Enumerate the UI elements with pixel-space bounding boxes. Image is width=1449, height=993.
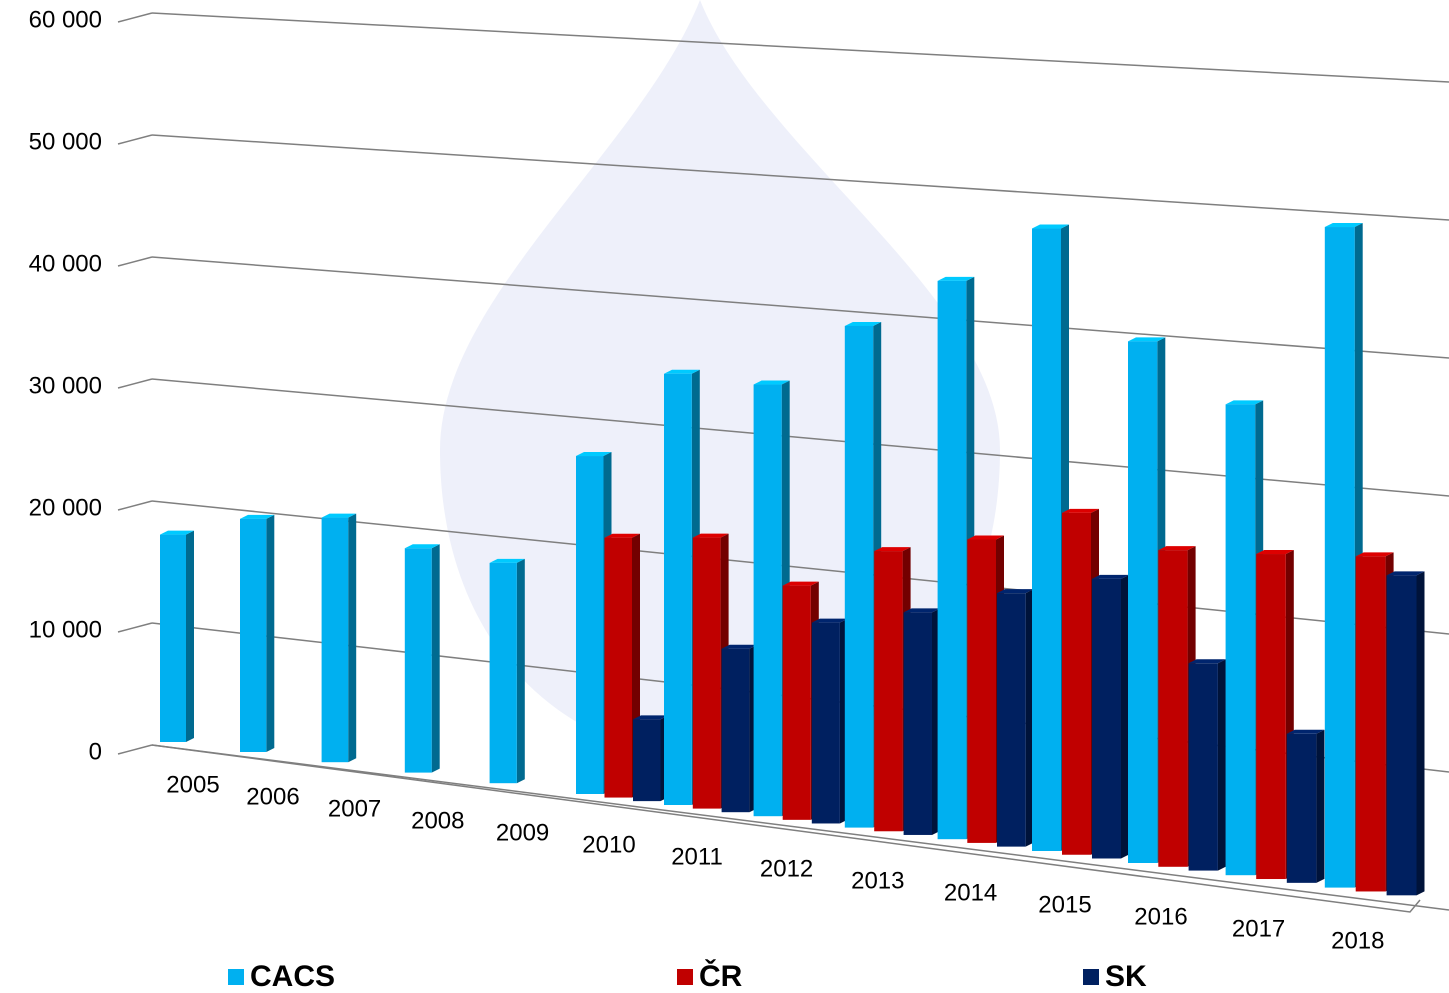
bar-side [348,514,356,763]
y-tick-label: 40 000 [29,250,102,277]
y-tick-label: 0 [89,738,102,765]
tick-mark [118,13,152,22]
x-tick-label: 2017 [1232,915,1285,942]
bar-side [1121,575,1129,859]
x-tick-label: 2007 [328,795,381,822]
bar [405,548,432,772]
bar [1356,556,1386,891]
x-tick-label: 2011 [671,843,723,870]
bar [1325,227,1355,888]
bar [1158,550,1187,867]
bar-side [186,531,194,742]
bar [812,623,840,824]
x-tick-label: 2008 [411,807,464,834]
bar [1256,554,1286,879]
x-tick-label: 2005 [166,771,219,798]
x-tick-label: 2010 [582,831,635,858]
bar-side [517,559,525,783]
y-tick-label: 20 000 [29,494,102,521]
x-tick-label: 2016 [1134,903,1187,930]
x-tick-label: 2009 [496,819,549,846]
bar [967,539,996,842]
tick-mark [118,623,152,632]
tick-mark [118,257,152,266]
bar [754,385,782,817]
bar [874,551,902,831]
y-tick-label: 50 000 [29,128,102,155]
bar [904,612,932,835]
tick-mark [118,745,152,754]
legend-label: ČR [699,959,743,993]
bar [240,519,266,752]
bar-side [432,544,440,772]
y-tick-label: 60 000 [29,6,102,33]
y-tick-label: 10 000 [29,616,102,643]
bar [1226,404,1256,875]
x-tick-label: 2015 [1038,891,1091,918]
y-tick-label: 30 000 [29,372,102,399]
legend-label: SK [1105,960,1147,993]
bar [693,538,721,809]
bar-side [1218,659,1226,870]
bar [1092,579,1121,859]
bar [1287,734,1317,883]
x-tick-label: 2018 [1331,927,1384,954]
bar [576,456,604,794]
legend-swatch [677,969,693,985]
bar [633,719,661,801]
bar [722,649,750,812]
bar [938,281,967,839]
bar [664,374,692,805]
legend-swatch [228,969,244,985]
chart: 0 10 000 20 000 30 000 40 000 50 000 60 000 200… [0,0,1449,993]
bar [490,563,517,783]
bar [783,586,811,820]
bar [322,518,349,763]
bar-side [1316,730,1324,883]
legend: CACS ČR SK [228,959,1147,993]
grid-line [152,13,1449,82]
bar [1387,575,1417,895]
bar [160,535,186,742]
x-tick-label: 2012 [760,855,813,882]
legend-label: CACS [250,960,335,993]
tick-mark [118,379,152,388]
bar [845,326,873,828]
tick-mark [118,135,152,144]
bar [605,538,633,798]
legend-swatch [1083,969,1099,985]
x-tick-label: 2013 [851,867,904,894]
bar [997,593,1026,846]
x-tick-label: 2006 [246,783,299,810]
bar [1128,341,1157,863]
bar [1032,229,1061,851]
bar-side [1417,571,1425,895]
tick-mark [118,501,152,510]
x-tick-label: 2014 [944,879,997,906]
bar-side [266,515,274,752]
bar [1062,513,1091,855]
bar [1189,663,1218,870]
